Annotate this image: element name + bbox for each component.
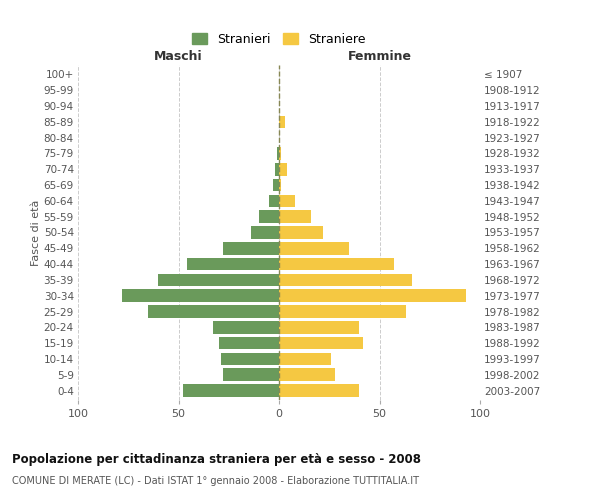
- Bar: [122, 290, 279, 302]
- Bar: [279, 147, 281, 160]
- Bar: [269, 194, 279, 207]
- Y-axis label: Fasce di età: Fasce di età: [31, 200, 41, 266]
- Bar: [212, 321, 279, 334]
- Bar: [279, 226, 323, 239]
- Bar: [279, 242, 349, 254]
- Bar: [279, 384, 359, 397]
- Bar: [279, 321, 359, 334]
- Bar: [279, 352, 331, 365]
- Bar: [273, 179, 279, 192]
- Bar: [221, 352, 279, 365]
- Bar: [279, 116, 285, 128]
- Bar: [279, 290, 466, 302]
- Text: Maschi: Maschi: [154, 50, 203, 62]
- Bar: [279, 337, 364, 349]
- Bar: [148, 305, 279, 318]
- Bar: [279, 210, 311, 223]
- Text: Femmine: Femmine: [347, 50, 412, 62]
- Bar: [223, 368, 279, 381]
- Bar: [279, 194, 295, 207]
- Bar: [279, 179, 281, 192]
- Text: COMUNE DI MERATE (LC) - Dati ISTAT 1° gennaio 2008 - Elaborazione TUTTITALIA.IT: COMUNE DI MERATE (LC) - Dati ISTAT 1° ge…: [12, 476, 419, 486]
- Text: Popolazione per cittadinanza straniera per età e sesso - 2008: Popolazione per cittadinanza straniera p…: [12, 452, 421, 466]
- Bar: [279, 163, 287, 175]
- Bar: [158, 274, 279, 286]
- Bar: [223, 242, 279, 254]
- Bar: [279, 274, 412, 286]
- Bar: [277, 147, 279, 160]
- Bar: [279, 305, 406, 318]
- Legend: Stranieri, Straniere: Stranieri, Straniere: [187, 28, 371, 50]
- Bar: [218, 337, 279, 349]
- Bar: [182, 384, 279, 397]
- Bar: [275, 163, 279, 175]
- Bar: [259, 210, 279, 223]
- Bar: [279, 368, 335, 381]
- Bar: [187, 258, 279, 270]
- Bar: [251, 226, 279, 239]
- Bar: [279, 258, 394, 270]
